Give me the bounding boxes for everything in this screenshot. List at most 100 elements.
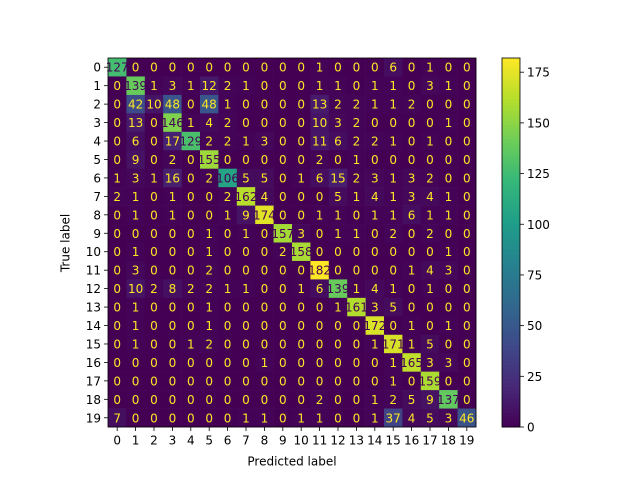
- cell: [347, 390, 366, 409]
- cell-label: 0: [408, 282, 416, 296]
- cell-label: 0: [297, 79, 305, 93]
- cell: [384, 316, 403, 336]
- cell-label: 0: [463, 393, 471, 407]
- cell-label: 5: [408, 393, 416, 407]
- cell: [218, 168, 238, 188]
- colorbar-segment: [502, 249, 520, 255]
- cell: [218, 390, 238, 409]
- colorbar-segment: [502, 386, 520, 391]
- cell-label: 0: [261, 79, 269, 93]
- cell: [255, 408, 274, 428]
- cell-label: 0: [353, 393, 361, 407]
- cell-label: 0: [463, 116, 471, 130]
- cell-label: 0: [371, 153, 379, 167]
- colorbar-segment: [502, 212, 520, 218]
- y-tick-label: 2: [93, 98, 101, 112]
- cell: [328, 316, 348, 336]
- colorbar-segment: [502, 91, 520, 96]
- cell: [144, 260, 164, 280]
- y-tick-label: 5: [93, 153, 101, 167]
- cell-label: 1: [371, 98, 379, 112]
- cell-label: 1: [205, 301, 213, 315]
- cell: [163, 205, 182, 225]
- cell: [420, 316, 440, 336]
- cell: [255, 113, 274, 133]
- cell-label: 0: [205, 208, 213, 222]
- y-tick-label: 11: [86, 264, 101, 278]
- cell: [144, 58, 164, 77]
- cell-label: 1: [334, 227, 342, 241]
- cell-label: 0: [261, 374, 269, 388]
- cell: [402, 94, 422, 114]
- cell-label: 2: [371, 135, 379, 149]
- cell-label: 0: [224, 245, 232, 259]
- cell-label: 2: [316, 153, 324, 167]
- cell: [402, 76, 422, 96]
- cell: [181, 131, 201, 151]
- cell-label: 0: [187, 98, 195, 112]
- cell-label: 0: [224, 61, 232, 75]
- cell: [310, 297, 330, 317]
- cell-label: 0: [242, 356, 250, 370]
- colorbar-segment: [502, 253, 520, 258]
- cell-label: 0: [224, 393, 232, 407]
- cell-label: 174: [253, 208, 276, 222]
- colorbar-segment: [502, 345, 520, 351]
- cell: [457, 390, 477, 409]
- cell: [181, 297, 201, 317]
- cell-label: 0: [463, 98, 471, 112]
- colorbar-segment: [502, 283, 520, 288]
- cell-label: 0: [408, 116, 416, 130]
- colorbar-segment: [502, 76, 520, 81]
- cell: [126, 187, 146, 206]
- cell: [328, 242, 348, 262]
- cell-label: 0: [279, 61, 287, 75]
- colorbar-segment: [502, 367, 520, 373]
- cell: [163, 334, 182, 354]
- cell-label: 0: [261, 393, 269, 407]
- cell-label: 0: [408, 79, 416, 93]
- cell-label: 2: [353, 171, 361, 185]
- cell: [292, 316, 311, 336]
- cell: [273, 76, 293, 96]
- cell-label: 0: [334, 356, 342, 370]
- cell: [384, 334, 403, 354]
- cell: [384, 371, 403, 391]
- cell-label: 6: [316, 171, 324, 185]
- cell: [292, 168, 311, 188]
- colorbar-segment: [502, 80, 520, 85]
- cell: [126, 390, 146, 409]
- cell-label: 171: [382, 337, 405, 351]
- cell: [273, 334, 293, 354]
- cell-label: 0: [113, 79, 121, 93]
- y-axis-label: True label: [59, 214, 73, 273]
- cell: [384, 131, 403, 151]
- cell-label: 10: [146, 98, 161, 112]
- cell-label: 0: [463, 337, 471, 351]
- cell: [384, 297, 403, 317]
- cell-label: 4: [371, 282, 379, 296]
- cell: [310, 334, 330, 354]
- cell-label: 1: [242, 282, 250, 296]
- cell-label: 1: [389, 98, 397, 112]
- cell-label: 0: [150, 190, 158, 204]
- cell-label: 2: [426, 171, 434, 185]
- cell-label: 0: [261, 264, 269, 278]
- cell-label: 1: [242, 135, 250, 149]
- colorbar-segment: [502, 338, 520, 343]
- cell: [310, 76, 330, 96]
- cell: [108, 297, 127, 317]
- cell-label: 0: [445, 171, 453, 185]
- cell-label: 0: [242, 153, 250, 167]
- cell: [163, 242, 182, 262]
- cell: [273, 94, 293, 114]
- cell-label: 37: [386, 411, 401, 425]
- cell-label: 0: [150, 153, 158, 167]
- cell-label: 0: [205, 190, 213, 204]
- cell-label: 2: [150, 282, 158, 296]
- cell-label: 5: [426, 337, 434, 351]
- cell: [144, 205, 164, 225]
- cell: [181, 353, 201, 372]
- cell: [108, 58, 127, 77]
- cell-label: 0: [187, 245, 195, 259]
